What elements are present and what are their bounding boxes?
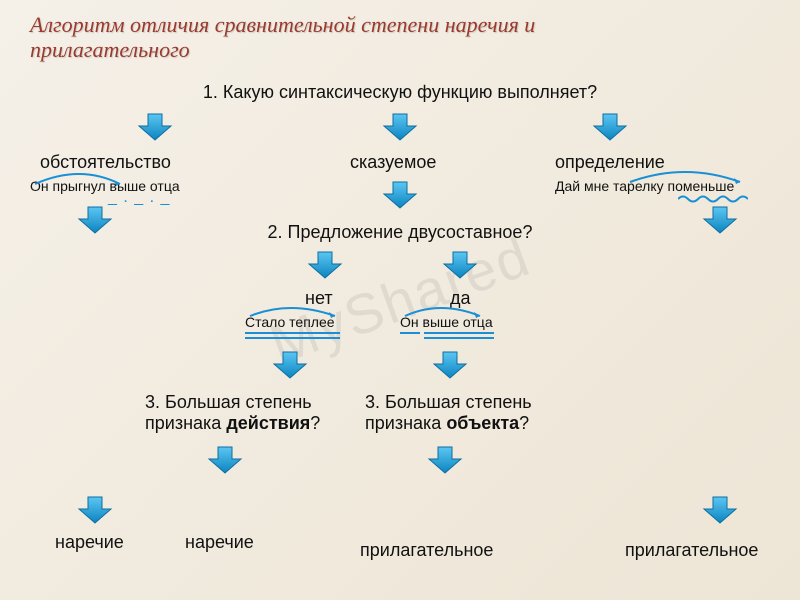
circumstance-underline: _ . _ . _ bbox=[108, 196, 182, 200]
q3a-l1: 3. Большая степень bbox=[145, 392, 312, 412]
arrow-down-icon bbox=[700, 205, 740, 235]
arrow-down-icon bbox=[305, 250, 345, 280]
arrow-down-icon bbox=[380, 112, 420, 142]
arrow-down-icon bbox=[270, 350, 310, 380]
result-narechie-1: наречие bbox=[55, 532, 124, 553]
q3a-l2-pre: признака bbox=[145, 413, 226, 433]
arc-icon bbox=[620, 166, 750, 184]
connector-line bbox=[85, 235, 105, 505]
arc-icon bbox=[25, 168, 145, 186]
title-line2: прилагательного bbox=[30, 37, 190, 62]
arc-icon bbox=[395, 302, 495, 318]
q3b-bold: объекта bbox=[446, 413, 519, 433]
arc-icon bbox=[240, 302, 350, 318]
arrow-down-icon bbox=[425, 445, 465, 475]
question-2: 2. Предложение двусоставное? bbox=[200, 222, 600, 243]
arrow-down-icon bbox=[205, 445, 245, 475]
q3a-bold: действия bbox=[226, 413, 310, 433]
question-3b: 3. Большая степень признака объекта? bbox=[365, 392, 565, 433]
arrow-down-icon bbox=[135, 112, 175, 142]
predicate-underline bbox=[245, 332, 340, 338]
connector-line bbox=[710, 235, 730, 505]
page-title: Алгоритм отличия сравнительной степени н… bbox=[30, 12, 535, 63]
wavy-underline bbox=[678, 194, 748, 204]
arrow-down-icon bbox=[75, 205, 115, 235]
arrow-down-icon bbox=[590, 112, 630, 142]
question-3a: 3. Большая степень признака действия? bbox=[145, 392, 345, 433]
result-narechie-2: наречие bbox=[185, 532, 254, 553]
result-pril-1: прилагательное bbox=[360, 540, 493, 561]
q3b-l1: 3. Большая степень bbox=[365, 392, 532, 412]
arrow-down-icon bbox=[700, 495, 740, 525]
result-pril-2: прилагательное bbox=[625, 540, 758, 561]
q3b-l2-pre: признака bbox=[365, 413, 446, 433]
subject-underline bbox=[400, 332, 420, 334]
title-line1: Алгоритм отличия сравнительной степени н… bbox=[30, 12, 535, 37]
question-1: 1. Какую синтаксическую функцию выполняе… bbox=[160, 82, 640, 103]
arrow-down-icon bbox=[75, 495, 115, 525]
role-skazuemoe: сказуемое bbox=[350, 152, 436, 173]
arrow-down-icon bbox=[380, 180, 420, 210]
arrow-down-icon bbox=[430, 350, 470, 380]
arrow-down-icon bbox=[440, 250, 480, 280]
predicate-underline bbox=[424, 332, 494, 338]
